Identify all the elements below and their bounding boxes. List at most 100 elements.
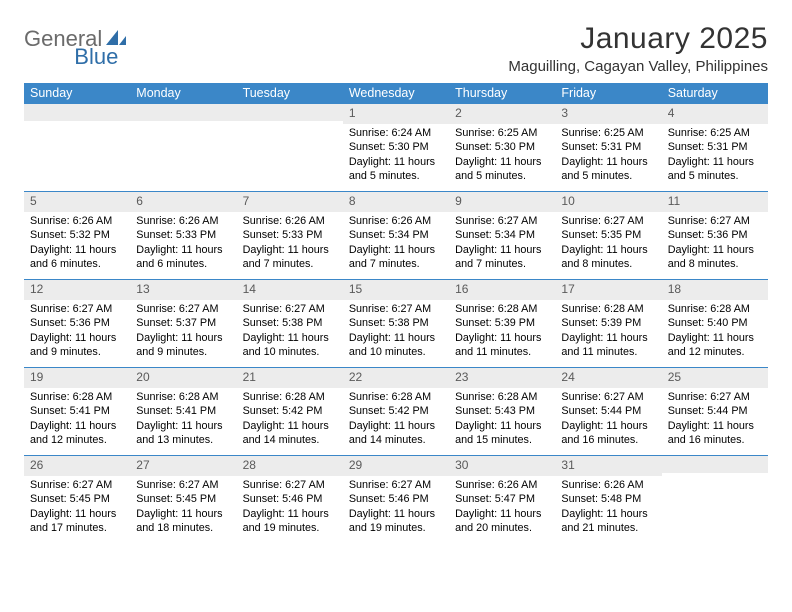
sunset-line: Sunset: 5:46 PM — [243, 493, 323, 505]
sunset-line: Sunset: 5:31 PM — [561, 141, 641, 153]
calendar-cell: 14 Sunrise: 6:27 AM Sunset: 5:38 PM Dayligh… — [237, 280, 343, 368]
daylight-line: Daylight: 11 hours and 6 minutes. — [30, 244, 116, 271]
col-wednesday: Wednesday — [343, 83, 449, 104]
calendar-cell: 30Sunrise: 6:26 AMSunset: 5:47 PMDayligh… — [449, 456, 555, 544]
calendar-cell: 26Sunrise: 6:27 AMSunset: 5:45 PMDayligh… — [24, 456, 130, 544]
calendar-cell: 7Sunrise: 6:26 AMSunset: 5:33 PMDaylight… — [237, 192, 343, 280]
daylight-line: Daylight: 11 hours and 21 minutes. — [561, 508, 647, 535]
calendar-cell: 6Sunrise: 6:26 AMSunset: 5:33 PMDaylight… — [130, 192, 236, 280]
calendar-cell: 16Sunrise: 6:28 AMSunset: 5:39 PMDayligh… — [449, 280, 555, 368]
col-sunday: Sunday — [24, 83, 130, 104]
calendar-cell: 11Sunrise: 6:27 AMSunset: 5:36 PMDayligh… — [662, 192, 768, 280]
sunrise-line: Sunrise: 6:27 AM — [561, 391, 643, 403]
daylight-line: Daylight: 11 hours and 14 minutes. — [243, 420, 329, 447]
day-number: 30 — [449, 456, 555, 476]
day-content: Sunrise: 6:27 AMSunset: 5:38 PMDaylight:… — [343, 300, 449, 364]
sunrise-line: Sunrise: 6:28 AM — [668, 303, 750, 315]
sunrise-line: Sunrise: 6:27 AM — [349, 303, 431, 315]
sunrise-line: Sunrise: 6:26 AM — [561, 479, 643, 491]
day-content: Sunrise: 6:25 AMSunset: 5:31 PMDaylight:… — [555, 124, 661, 188]
day-number: 12 — [24, 280, 130, 300]
sunset-line: Sunset: 5:38 PM — [349, 317, 429, 329]
day-content: Sunrise: 6:27 AMSunset: 5:45 PMDaylight:… — [24, 476, 130, 540]
day-content: Sunrise: 6:26 AMSunset: 5:47 PMDaylight:… — [449, 476, 555, 540]
day-content: Sunrise: 6:28 AMSunset: 5:42 PMDaylight:… — [343, 388, 449, 452]
location-text: Maguilling, Cagayan Valley, Philippines — [508, 58, 768, 75]
day-content: Sunrise: 6:26 AM Sunset: 5:48 PM Daylight:… — [555, 476, 661, 540]
calendar-cell — [130, 104, 236, 192]
daylight-line: Daylight: 11 hours and 5 minutes. — [561, 156, 647, 183]
sunset-line: Sunset: 5:36 PM — [668, 229, 748, 241]
day-number: 6 — [130, 192, 236, 212]
calendar-cell: 10Sunrise: 6:27 AMSunset: 5:35 PMDayligh… — [555, 192, 661, 280]
day-content: Sunrise: 6:27 AMSunset: 5:34 PMDaylight:… — [449, 212, 555, 276]
calendar-cell: 13Sunrise: 6:27 AMSunset: 5:37 PMDayligh… — [130, 280, 236, 368]
day-content: Sunrise: 6:26 AMSunset: 5:33 PMDaylight:… — [237, 212, 343, 276]
sunrise-line: Sunrise: 6:27 AM — [243, 479, 325, 491]
daylight-line: Daylight: 11 hours and 14 minutes. — [349, 420, 435, 447]
daylight-line: Daylight: 11 hours and 12 minutes. — [668, 332, 754, 359]
weekday-header-row: Sunday Monday Tuesday Wednesday Thursday… — [24, 83, 768, 104]
sunset-line: Sunset: 5:38 PM — [243, 317, 323, 329]
day-number: 15 — [343, 280, 449, 300]
day-number: 25 — [662, 368, 768, 388]
day-content: Sunrise: 6:27 AMSunset: 5:46 PMDaylight:… — [343, 476, 449, 540]
daylight-line: Daylight: 11 hours and 10 minutes. — [243, 332, 329, 359]
calendar-cell: 23Sunrise: 6:28 AMSunset: 5:43 PMDayligh… — [449, 368, 555, 456]
col-monday: Monday — [130, 83, 236, 104]
day-content: Sunrise: 6:28 AMSunset: 5:42 PMDaylight:… — [237, 388, 343, 452]
day-number: 8 — [343, 192, 449, 212]
day-number: 26 — [24, 456, 130, 476]
sunrise-line: Sunrise: 6:27 AM — [136, 303, 218, 315]
sunset-line: Sunset: 5:47 PM — [455, 493, 535, 505]
sunset-line: Sunset: 5:40 PM — [668, 317, 748, 329]
title-block: January 2025 Maguilling, Cagayan Valley,… — [508, 22, 768, 75]
day-number: 5 — [24, 192, 130, 212]
daylight-line: Daylight: 11 hours and 7 minutes. — [455, 244, 541, 271]
sunset-line: Sunset: 5:48 PM — [561, 493, 641, 505]
day-number: 14 — [237, 280, 343, 300]
day-number: 19 — [24, 368, 130, 388]
logo: General Blue — [24, 26, 174, 52]
sunset-line: Sunset: 5:32 PM — [30, 229, 110, 241]
calendar-cell: 4Sunrise: 6:25 AMSunset: 5:31 PMDaylight… — [662, 104, 768, 192]
sunrise-line: Sunrise: 6:27 AM — [30, 479, 112, 491]
sunrise-line: Sunrise: 6:26 AM — [136, 215, 218, 227]
sunrise-line: Sunrise: 6:27 AM — [136, 479, 218, 491]
col-friday: Friday — [555, 83, 661, 104]
calendar-week-row: 1Sunrise: 6:24 AMSunset: 5:30 PMDaylight… — [24, 104, 768, 192]
daylight-line: Daylight: 11 hours and 5 minutes. — [455, 156, 541, 183]
day-number: 17 — [555, 280, 661, 300]
col-saturday: Saturday — [662, 83, 768, 104]
day-number: 11 — [662, 192, 768, 212]
daylight-line: Daylight: 11 hours and 11 minutes. — [455, 332, 541, 359]
day-content: Sunrise: 6:27 AMSunset: 5:46 PMDaylight:… — [237, 476, 343, 540]
calendar-week-row: 19 Sunrise: 6:28 AM Sunset: 5:41 PM Dayligh… — [24, 368, 768, 456]
sunset-line: Sunset: 5:35 PM — [561, 229, 641, 241]
daylight-line: Daylight: 11 hours and 19 minutes. — [349, 508, 435, 535]
day-content: Sunrise: 6:27 AM Sunset: 5:38 PM Daylight:… — [237, 300, 343, 364]
daylight-line: Daylight: 11 hours and 8 minutes. — [561, 244, 647, 271]
daylight-line: Daylight: 11 hours and 9 minutes. — [30, 332, 116, 359]
sunrise-line: Sunrise: 6:27 AM — [561, 215, 643, 227]
sunset-line: Sunset: 5:42 PM — [243, 405, 323, 417]
sunset-line: Sunset: 5:33 PM — [243, 229, 323, 241]
sunset-line: Sunset: 5:41 PM — [30, 405, 110, 417]
sunrise-line: Sunrise: 6:26 AM — [243, 215, 325, 227]
daylight-line: Daylight: 11 hours and 17 minutes. — [30, 508, 116, 535]
sunset-line: Sunset: 5:44 PM — [668, 405, 748, 417]
calendar-cell: 18Sunrise: 6:28 AMSunset: 5:40 PMDayligh… — [662, 280, 768, 368]
day-number: 13 — [130, 280, 236, 300]
day-number-empty — [662, 456, 768, 473]
calendar-cell: 8Sunrise: 6:26 AMSunset: 5:34 PMDaylight… — [343, 192, 449, 280]
sunset-line: Sunset: 5:37 PM — [136, 317, 216, 329]
day-content: Sunrise: 6:25 AMSunset: 5:30 PMDaylight:… — [449, 124, 555, 188]
calendar-cell — [237, 104, 343, 192]
col-tuesday: Tuesday — [237, 83, 343, 104]
day-content: Sunrise: 6:27 AM Sunset: 5:35 PM Daylight:… — [555, 212, 661, 276]
day-number: 20 — [130, 368, 236, 388]
sunrise-line: Sunrise: 6:27 AM — [243, 303, 325, 315]
sunrise-line: Sunrise: 6:28 AM — [30, 391, 112, 403]
calendar-cell — [662, 456, 768, 544]
sunrise-line: Sunrise: 6:27 AM — [668, 215, 750, 227]
